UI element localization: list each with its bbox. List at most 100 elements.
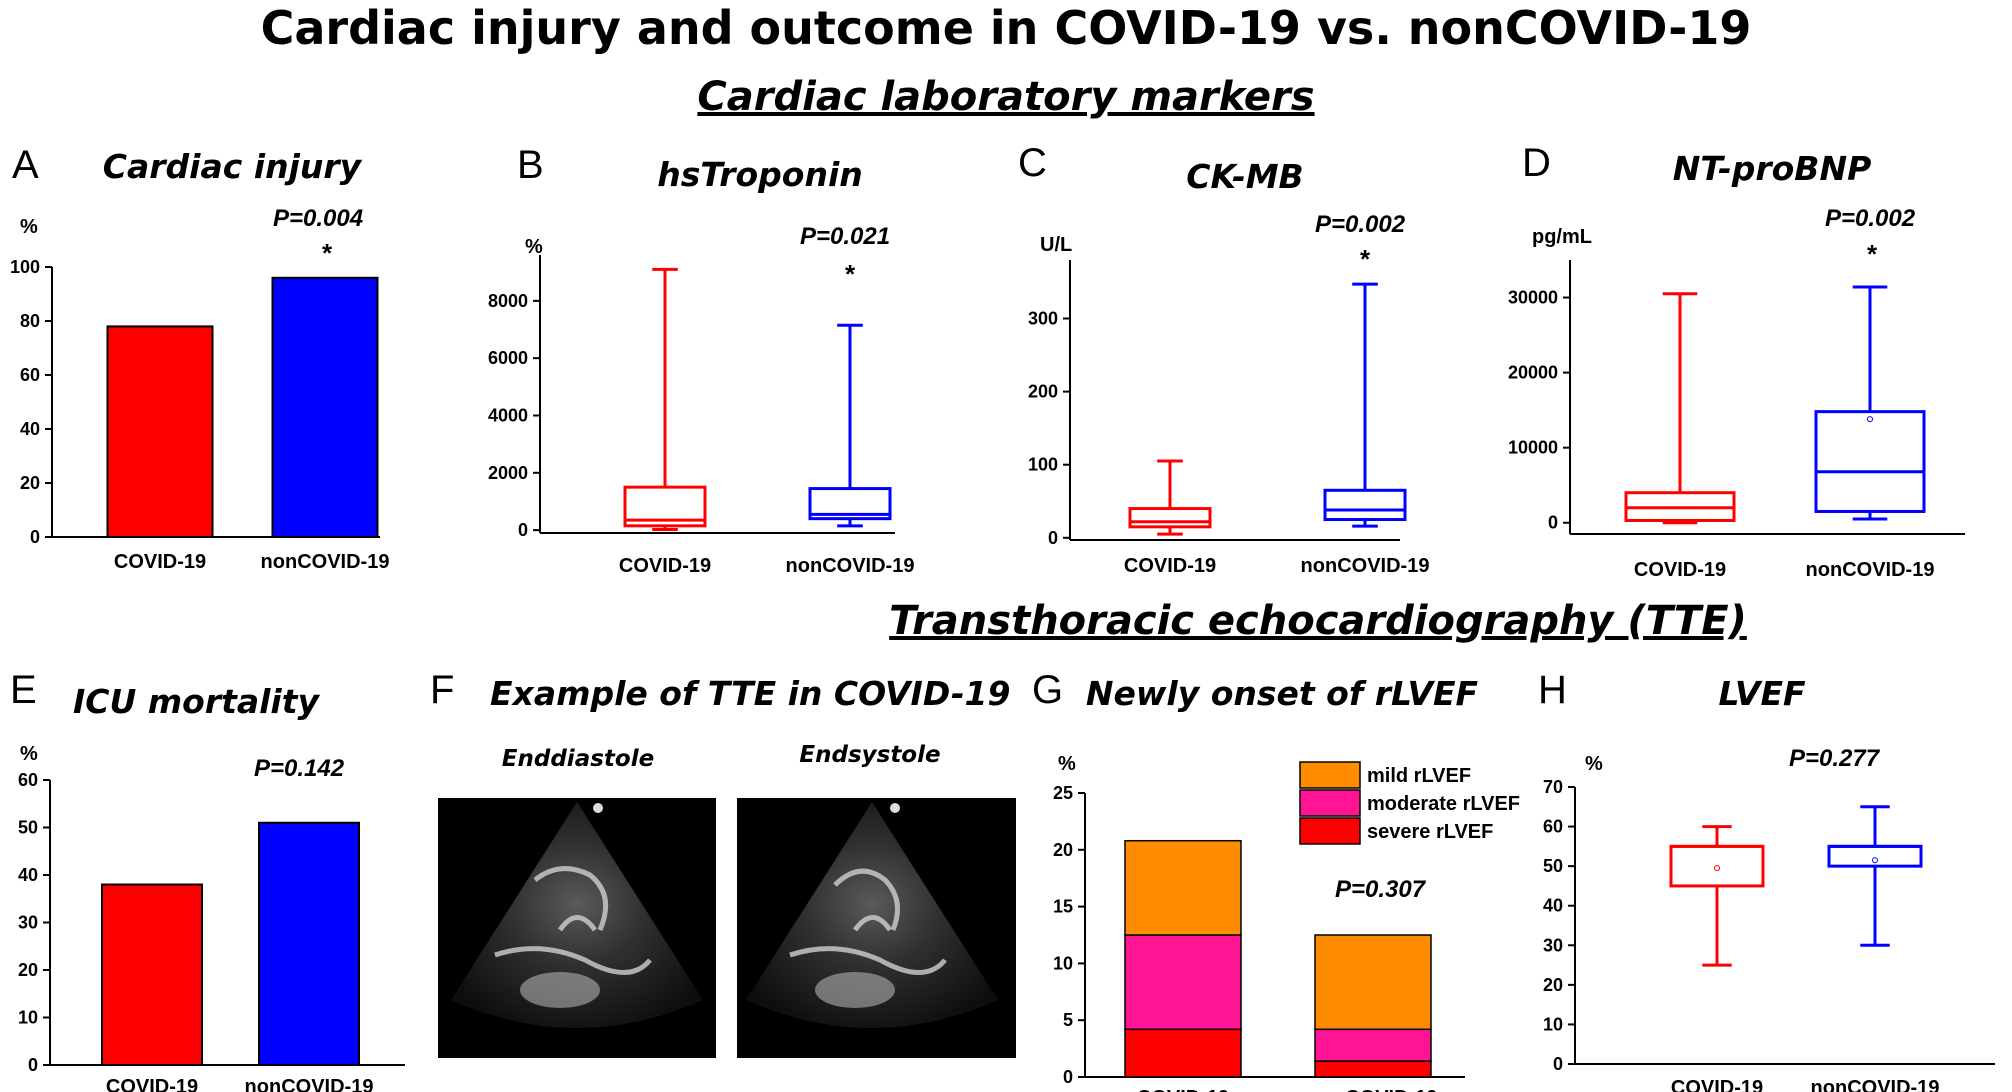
echo-image-endsystole [737,798,1016,1058]
y-tick-label: 20 [18,960,38,980]
box-covid-19 [623,267,707,532]
legend-swatch [1299,761,1361,789]
y-axis-unit: % [525,236,543,258]
panel-letter: H [1538,668,1567,712]
y-tick-label: 0 [518,520,528,540]
x-category-label: COVID-19 [1634,559,1726,581]
panel-letter: E [10,668,37,712]
y-tick-label: 25 [1053,783,1073,803]
y-tick-label: 0 [1553,1054,1563,1074]
p-value: P=0.002 [1825,205,1916,232]
significance-star: * [845,259,856,289]
panel-f-title: Example of TTE in COVID-19 [490,674,1010,713]
significance-star: * [1867,239,1878,269]
p-value: P=0.277 [1789,745,1881,772]
y-tick-label: 40 [1543,896,1563,916]
panel-title: hsTroponin [657,155,863,194]
box-iqr [1814,410,1926,513]
y-tick-label: 6000 [488,348,528,368]
y-tick-label: 8000 [488,291,528,311]
p-value: P=0.004 [273,205,363,232]
y-tick-label: 10000 [1508,438,1558,458]
p-value: P=0.002 [1315,211,1406,238]
legend-label: mild rLVEF [1367,765,1471,787]
y-tick-label: 200 [1028,382,1058,402]
panel-title: ICU mortality [73,682,321,721]
panel-letter: A [12,143,39,187]
significance-star: * [322,238,333,268]
x-category-label: nonCOVID-19 [786,555,915,577]
y-tick-label: 10 [18,1008,38,1028]
y-tick-label: 60 [1543,817,1563,837]
box-mean-marker [1872,857,1878,864]
bar-covid-19 [101,883,203,1066]
legend-label: moderate rLVEF [1367,793,1520,815]
x-category-label: nonCOVID-19 [1309,1087,1438,1092]
bar-noncovid-19 [258,821,360,1066]
y-axis-unit: pg/mL [1532,226,1592,248]
box-covid-19 [1624,292,1736,525]
x-category-label: COVID-19 [1671,1077,1763,1092]
y-tick-label: 30 [1543,935,1563,955]
y-tick-label: 4000 [488,405,528,425]
y-tick-label: 20 [20,473,40,493]
y-tick-label: 80 [20,311,40,331]
x-category-label: nonCOVID-19 [261,551,390,573]
y-tick-label: 15 [1053,897,1073,917]
bar-noncovid-19 [271,276,379,538]
panel-d: D NT-proBNP pg/mL P=0.002 * 0 10000 20000 30000 C… [1508,141,1965,581]
panel-f-letter: F [430,668,454,712]
section-title-tte: Transthoracic echocardiography (TTE) [889,598,1747,644]
y-axis-unit: % [1585,753,1603,775]
x-category-label: COVID-19 [106,1076,198,1092]
legend-swatch [1299,789,1361,817]
panel-title: Cardiac injury [103,147,363,186]
y-axis-unit: % [1058,753,1076,775]
y-tick-label: 40 [18,865,38,885]
x-category-label: nonCOVID-19 [1811,1077,1940,1092]
stack-segment-mild [1314,934,1432,1031]
box-iqr [1128,507,1212,529]
panel-title: LVEF [1718,674,1806,713]
enddiastole-label: Enddiastole [502,746,654,772]
box-iqr [1669,844,1765,888]
y-tick-label: 300 [1028,308,1058,328]
box-iqr [1323,488,1407,522]
y-tick-label: 2000 [488,463,528,483]
box-covid-19 [1128,459,1212,536]
box-mean-marker [1714,865,1720,872]
y-tick-label: 0 [1048,528,1058,548]
y-tick-label: 70 [1543,777,1563,797]
y-tick-label: 0 [28,1055,38,1075]
y-tick-label: 30000 [1508,288,1558,308]
y-axis-unit: U/L [1040,234,1072,256]
stack-segment-severe [1314,1060,1432,1078]
stack-segment-moderate [1314,1028,1432,1062]
p-value: P=0.142 [254,755,345,782]
panel-h: H LVEF% P=0.277 0 10 20 30 40 50 60 70 COVID-19 nonC… [1538,668,1995,1092]
y-tick-label: 50 [18,818,38,838]
x-category-label: COVID-19 [1137,1087,1229,1092]
box-mean-marker [1867,416,1873,423]
y-tick-label: 20000 [1508,363,1558,383]
legend-label: severe rLVEF [1367,821,1493,843]
panel-letter: B [517,143,544,187]
panel-title: NT-proBNP [1673,149,1872,188]
y-tick-label: 0 [1063,1067,1073,1087]
panel-letter: G [1032,668,1063,712]
y-tick-label: 60 [18,770,38,790]
y-axis-unit: % [20,743,38,765]
charts-layer: A Cardiac injury% P=0.004*020406080100COVI… [10,141,1995,1092]
legend-swatch [1299,817,1361,845]
y-tick-label: 10 [1053,953,1073,973]
stack-segment-moderate [1124,934,1242,1031]
box-noncovid-19 [1814,285,1926,521]
x-category-label: COVID-19 [114,551,206,573]
y-tick-label: 10 [1543,1014,1563,1034]
y-tick-label: 0 [1548,513,1558,533]
significance-star: * [1360,244,1371,274]
p-value: P=0.021 [800,223,890,250]
y-tick-label: 0 [30,527,40,547]
y-axis-unit: % [20,216,38,238]
